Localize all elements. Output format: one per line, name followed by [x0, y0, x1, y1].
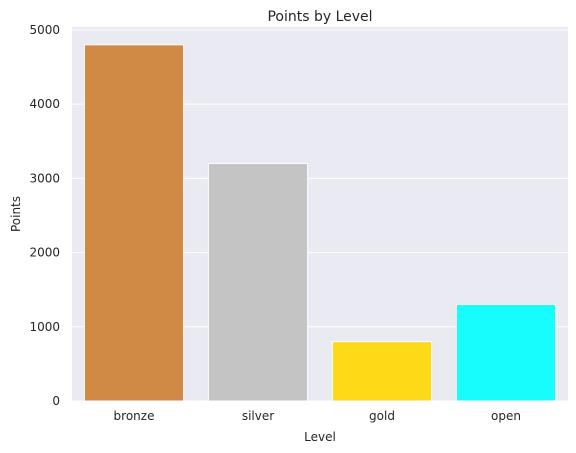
x-axis-ticks: bronze silver gold open — [114, 409, 521, 423]
x-tick-label: silver — [242, 409, 274, 423]
y-tick-label: 4000 — [29, 97, 60, 111]
bar-silver — [207, 163, 309, 402]
y-axis-ticks: 0 1000 2000 3000 4000 5000 — [29, 23, 60, 408]
y-tick-label: 5000 — [29, 23, 60, 37]
bars — [83, 44, 557, 402]
y-tick-label: 2000 — [29, 246, 60, 260]
bar-gold — [331, 341, 433, 402]
y-tick-label: 1000 — [29, 320, 60, 334]
x-tick-label: bronze — [114, 409, 155, 423]
y-axis-label: Points — [9, 196, 23, 232]
x-axis-label: Level — [304, 430, 336, 444]
x-tick-label: open — [491, 409, 521, 423]
chart-title: Points by Level — [267, 9, 372, 25]
bar-bronze — [83, 44, 185, 402]
y-tick-label: 3000 — [29, 171, 60, 185]
y-tick-label: 0 — [52, 394, 60, 408]
bar-open — [455, 304, 557, 402]
x-tick-label: gold — [369, 409, 395, 423]
